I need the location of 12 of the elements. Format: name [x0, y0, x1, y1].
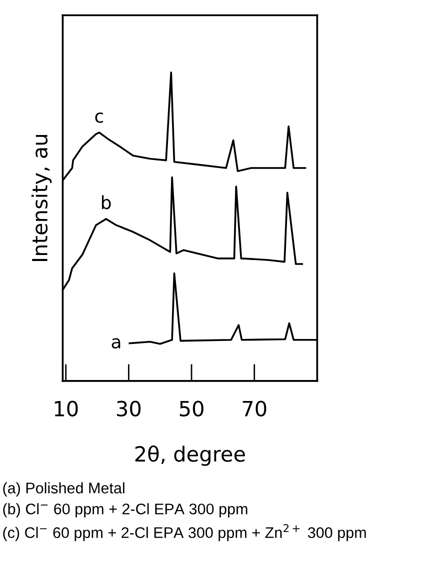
x-tick-label: 30: [117, 400, 141, 416]
text: (b) Cl$^{−}$ 60 ppm + 2-Cl EPA 300 ppm: [3, 503, 248, 518]
text: (a) Polished Metal: [3, 482, 124, 496]
series-label: b: [102, 195, 111, 210]
series-label: c: [95, 112, 104, 123]
x-tick-label: 50: [180, 400, 204, 416]
y-axis-title: Intensity, au: [31, 135, 52, 261]
series-label: a: [112, 338, 120, 349]
text: (c) Cl$^{−}$ 60 ppm + 2-Cl EPA 300 ppm + Zn$^{2+}$ 300 ppm: [3, 524, 366, 542]
x-tick-label: 10: [54, 400, 78, 416]
x-tick-label: 70: [242, 400, 266, 416]
x-axis-title: 2θ, degree: [135, 446, 245, 466]
